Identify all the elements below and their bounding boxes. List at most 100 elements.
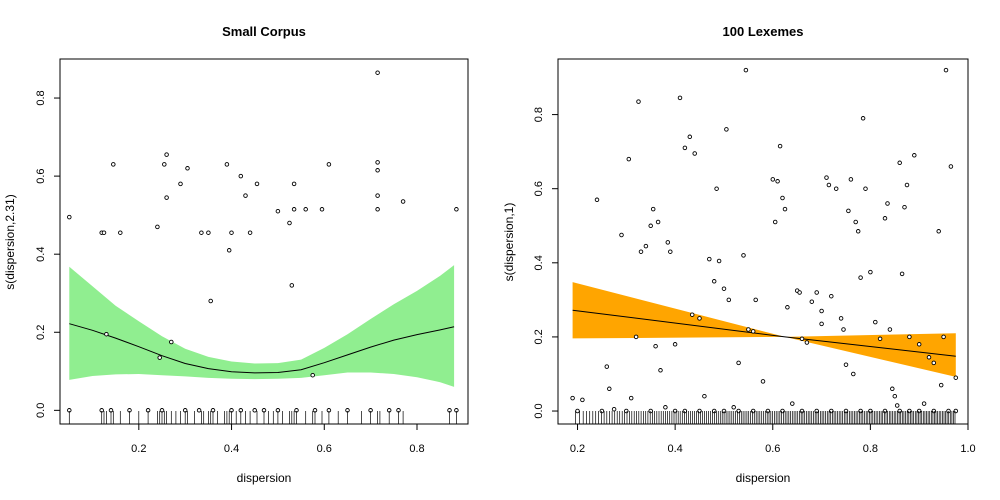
x-axis-label: dispersion [736,471,791,485]
data-point [953,375,959,380]
data-point [894,403,900,408]
smooth-line [69,323,455,374]
data-point [904,182,910,188]
data-point [287,220,292,226]
data-point [819,308,824,314]
x-tick-label: 0.4 [224,443,239,455]
plot-frame [557,58,969,425]
x-tick-label: 0.6 [765,443,780,455]
data-point [626,156,632,162]
data-point [291,181,297,187]
data-point [921,401,927,406]
y-tick-label: 0.6 [533,181,545,196]
confidence-band [69,265,455,387]
y-tick-label: 0.4 [35,247,47,262]
data-point [707,256,712,262]
y-tick-label: 0.4 [533,255,545,270]
data-point [247,230,253,235]
data-point [319,207,325,212]
x-tick-label: 0.2 [131,443,146,455]
data-point [841,327,846,332]
data-point [824,175,829,180]
data-point [375,168,380,173]
data-point [736,360,741,366]
data-point [643,243,649,249]
y-tick-label: 0.2 [533,329,545,344]
data-point [716,258,722,264]
data-point [682,145,688,151]
y-tick-label: 0.8 [35,90,47,105]
data-point [229,230,234,235]
data-point [885,201,890,206]
data-point [289,283,295,288]
y-tick-label: 0.6 [35,168,47,183]
data-point [809,299,815,304]
data-point [714,186,719,191]
data-point [804,340,810,345]
data-point [777,143,783,149]
data-point [926,355,932,360]
data-point [873,319,878,325]
data-point [636,99,641,104]
data-point [721,286,727,291]
data-point [799,336,805,342]
data-point [650,206,656,212]
data-point [692,151,697,156]
data-point [375,193,380,198]
data-point [185,166,190,171]
data-point [400,199,406,204]
panel-small-corpus: Small Corpus dispersion s(dispersion,2.3… [3,24,469,485]
data-point [853,219,858,225]
data-point [162,162,167,167]
data-point [672,342,678,347]
data-point [941,334,946,340]
data-point [375,160,380,165]
data-point [943,67,949,73]
data-point [196,408,202,413]
data-point [848,177,854,182]
data-point [580,397,585,403]
data-point [199,230,204,235]
data-point [724,127,729,132]
data-point [780,195,785,201]
data-point [775,179,780,184]
data-point [902,204,907,210]
data-point [169,339,174,345]
panel-100-lexemes: 100 Lexemes dispersion s(dispersion,1) 0… [502,24,976,485]
data-point [607,386,612,392]
data-point [743,67,749,73]
y-tick-label: 0.2 [35,325,47,340]
data-point [833,186,839,191]
data-point [275,208,281,214]
data-point [711,279,717,284]
data-point [157,355,162,360]
data-point [454,207,459,212]
data-point [814,290,819,295]
data-point [819,321,824,327]
data-point [570,395,575,401]
data-point [226,248,232,253]
data-point [677,95,683,101]
data-point [599,408,605,414]
data-point [111,162,116,167]
data-point [746,327,751,332]
x-axis-label: dispersion [237,471,292,485]
data-point [826,182,832,188]
data-point [797,290,802,295]
data-point [648,223,653,229]
data-point [843,362,849,367]
data-point [206,230,211,235]
data-point [243,193,248,198]
data-point [858,275,863,280]
data-point [67,214,72,220]
data-point [916,342,922,347]
data-point [860,116,866,121]
data-point [750,329,756,334]
data-point [882,216,888,221]
data-point [799,408,805,414]
data-point [101,230,107,235]
y-tick-label: 0.0 [533,403,545,418]
data-point [916,408,922,414]
data-point [790,401,795,406]
